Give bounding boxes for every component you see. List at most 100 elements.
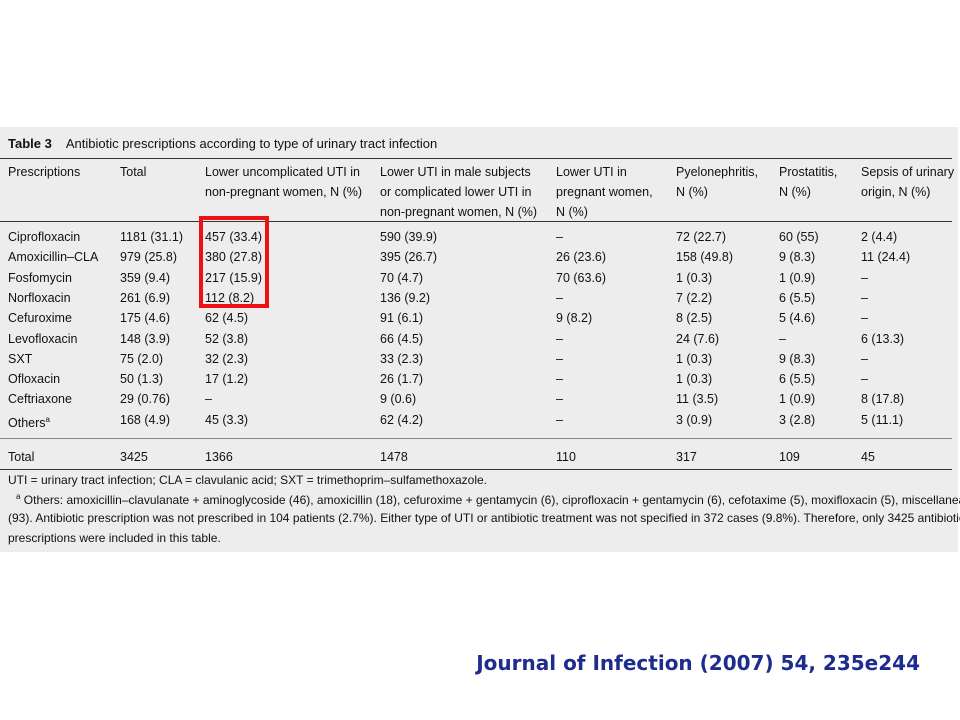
table-cell: 72 (22.7) [676, 227, 726, 247]
cell-text: 66 (4.5) [380, 331, 424, 346]
row-label: Ofloxacin [8, 369, 60, 389]
table-cell: 457 (33.4) [205, 227, 262, 247]
table-cell: 17 (1.2) [205, 369, 248, 389]
table-cell: 60 (55) [779, 227, 819, 247]
column-header: non-pregnant women, N (%) [205, 185, 363, 199]
total-cell: 109 [779, 450, 800, 464]
cell-text: 380 (27.8) [205, 250, 262, 265]
table-cell: – [556, 288, 563, 308]
cell-text: – [556, 412, 563, 427]
cell-text: – [861, 372, 868, 387]
cell-text: 29 (0.76) [120, 392, 171, 407]
cell-text: 1 (0.9) [779, 270, 816, 285]
cell-text: 7 (2.2) [676, 290, 713, 305]
column-header: Prostatitis, [779, 165, 838, 179]
table-cell: 217 (15.9) [205, 268, 262, 288]
table-cell: 5 (4.6) [779, 308, 815, 328]
table-cell: 261 (6.9) [120, 288, 170, 308]
cell-text: 136 (9.2) [380, 290, 431, 305]
footnote-abbreviations: UTI = urinary tract infection; CLA = cla… [8, 473, 487, 487]
cell-text: 395 (26.7) [380, 250, 437, 265]
cell-text: 11 (3.5) [676, 392, 719, 407]
cell-text: 217 (15.9) [205, 270, 262, 285]
cell-text: Ofloxacin [8, 372, 61, 387]
cell-text: – [779, 331, 786, 346]
table-cell: 148 (3.9) [120, 329, 170, 349]
table-cell: 3 (2.8) [779, 410, 815, 430]
table-cell: 24 (7.6) [676, 329, 719, 349]
column-header: Lower uncomplicated UTI in [205, 165, 360, 179]
table-cell: 9 (0.6) [380, 389, 416, 409]
cell-text: 6 (5.5) [779, 372, 816, 387]
cell-text: 590 (39.9) [380, 230, 437, 244]
column-header: origin, N (%) [861, 185, 931, 199]
cell-text: – [556, 351, 563, 366]
table-cell: 6 (13.3) [861, 329, 904, 349]
table-cell: 26 (23.6) [556, 247, 606, 267]
table-cell: 1 (0.9) [779, 389, 815, 409]
column-header: Sepsis of urinary [861, 165, 955, 179]
cell-text: 33 (2.3) [380, 351, 424, 366]
row-label: Norfloxacin [8, 288, 71, 308]
cell-text: 979 (25.8) [120, 250, 177, 265]
cell-text: 1 (0.3) [676, 351, 713, 366]
table-cell: – [556, 369, 563, 389]
footnote-line: Others: amoxicillin–clavulanate + aminog… [23, 493, 960, 507]
cell-text: – [861, 351, 868, 366]
cell-text: 9 (0.6) [380, 392, 417, 407]
cell-text: 8 (2.5) [676, 311, 713, 326]
cell-text: Fosfomycin [8, 270, 72, 285]
cell-text: 6 (13.3) [861, 331, 905, 346]
cell-text: – [556, 372, 563, 387]
table-cell: 136 (9.2) [380, 288, 430, 308]
cell-text: 26 (23.6) [556, 250, 607, 265]
table-cell: 1181 (31.1) [120, 227, 183, 247]
table-cell: 91 (6.1) [380, 308, 423, 328]
table-cell: – [556, 410, 563, 430]
table-cell: 590 (39.9) [380, 227, 437, 247]
cell-text: Cefuroxime [8, 311, 72, 326]
cell-text: 62 (4.2) [380, 412, 424, 427]
cell-text: 261 (6.9) [120, 290, 171, 305]
table-cell: 70 (4.7) [380, 268, 423, 288]
cell-text: 148 (3.9) [120, 331, 171, 346]
table-cell: 8 (2.5) [676, 308, 712, 328]
table-cell: 11 (3.5) [676, 389, 718, 409]
table-cell: 3 (0.9) [676, 410, 712, 430]
table-cell: 52 (3.8) [205, 329, 248, 349]
table-title: Antibiotic prescriptions according to ty… [65, 136, 438, 151]
cell-text: SXT [8, 351, 33, 366]
table-cell: 50 (1.3) [120, 369, 163, 389]
table-cell: 1 (0.3) [676, 349, 712, 369]
cell-text: Ciprofloxacin [8, 230, 81, 244]
cell-text: Levofloxacin [8, 331, 78, 346]
footnote-others-3: prescriptions were included in this tabl… [8, 531, 221, 545]
cell-text: 9 (8.3) [779, 250, 816, 265]
table-cell: 979 (25.8) [120, 247, 177, 267]
table-cell: – [861, 288, 868, 308]
table-cell: 26 (1.7) [380, 369, 423, 389]
cell-text: 60 (55) [779, 230, 819, 244]
table-cell: – [556, 389, 563, 409]
cell-text: 168 (4.9) [120, 412, 171, 427]
table-cell: 33 (2.3) [380, 349, 423, 369]
cell-text: 45 (3.3) [205, 412, 249, 427]
column-header: or complicated lower UTI in [380, 185, 532, 199]
footnote-marker: a [16, 492, 21, 501]
rule-header [0, 221, 952, 222]
cell-text: 52 (3.8) [205, 331, 249, 346]
total-cell: 110 [556, 450, 576, 464]
table-cell: 9 (8.2) [556, 308, 592, 328]
table-cell: 11 (24.4) [861, 247, 910, 267]
table-cell: 175 (4.6) [120, 308, 170, 328]
table-cell: – [861, 349, 868, 369]
total-label: Total [8, 450, 35, 464]
cell-text: Ceftriaxone [8, 392, 72, 407]
cell-text: Amoxicillin–CLA [8, 250, 99, 265]
cell-text: – [861, 270, 868, 285]
table-cell: 32 (2.3) [205, 349, 248, 369]
table-cell: 168 (4.9) [120, 410, 170, 430]
column-header: Lower UTI in male subjects [380, 165, 531, 179]
cell-text: 70 (63.6) [556, 270, 607, 285]
table-cell: 380 (27.8) [205, 247, 262, 267]
